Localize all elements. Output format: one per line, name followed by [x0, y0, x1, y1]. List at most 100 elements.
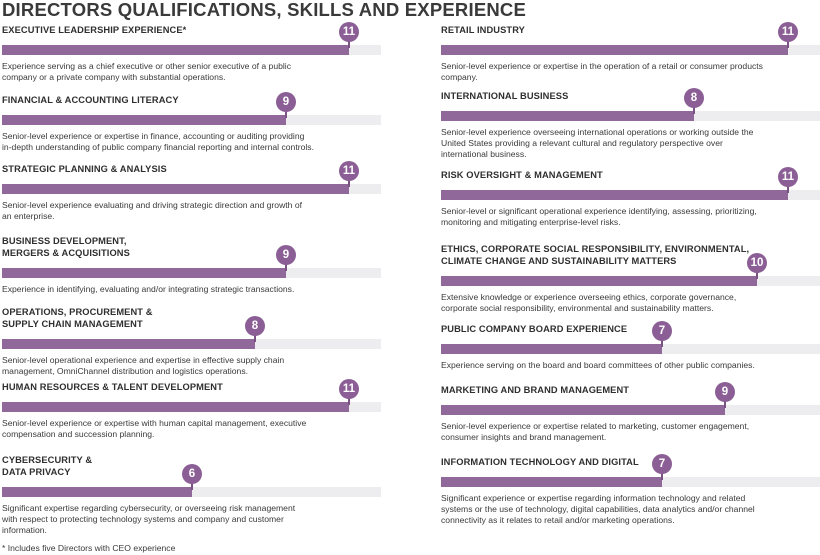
- bar: [441, 45, 788, 55]
- skill-title: INFORMATION TECHNOLOGY AND DIGITAL: [441, 457, 639, 467]
- description-line: compensation and succession planning.: [2, 429, 155, 439]
- description-line: information.: [2, 525, 47, 535]
- description-line: Extensive knowledge or experience overse…: [441, 292, 737, 302]
- skill-title: CYBERSECURITY &: [2, 455, 93, 465]
- description-line: Senior-level experience or expertise wit…: [2, 418, 307, 428]
- skill-description: Extensive knowledge or experience overse…: [441, 292, 817, 314]
- marker-stem: [285, 109, 287, 118]
- footnote: * Includes five Directors with CEO exper…: [2, 543, 176, 553]
- skill-title: STRATEGIC PLANNING & ANALYSIS: [2, 164, 167, 174]
- bar: [2, 268, 286, 278]
- skill-description: Senior-level or significant operational …: [441, 206, 817, 228]
- description-line: in-depth understanding of public company…: [2, 142, 314, 152]
- bar: [2, 115, 286, 125]
- description-line: Experience in identifying, evaluating an…: [2, 284, 295, 294]
- bar-track: [2, 184, 381, 194]
- bar: [441, 344, 662, 354]
- description-line: company.: [441, 72, 478, 82]
- description-line: company or a private company with substa…: [2, 72, 226, 82]
- bar-track: [2, 268, 381, 278]
- description-line: international business.: [441, 149, 527, 159]
- skill-description: Senior-level experience or expertise in …: [441, 61, 817, 83]
- skill-title: INTERNATIONAL BUSINESS: [441, 91, 569, 101]
- page-title: DIRECTORS QUALIFICATIONS, SKILLS AND EXP…: [2, 0, 527, 20]
- description-line: connectivity as it relates to retail and…: [441, 515, 675, 525]
- bar-track: [441, 45, 820, 55]
- value-label: 10: [747, 253, 767, 273]
- marker-stem: [787, 184, 789, 193]
- description-line: Senior-level experience overseeing inter…: [441, 127, 754, 137]
- skill-title: MARKETING AND BRAND MANAGEMENT: [441, 385, 630, 395]
- marker-stem: [661, 338, 663, 347]
- value-label: 7: [652, 454, 672, 474]
- marker-stem: [191, 481, 193, 490]
- skill-description: Experience serving as a chief executive …: [2, 61, 378, 83]
- skill-title: SUPPLY CHAIN MANAGEMENT: [2, 319, 143, 329]
- skill-description: Senior-level experience evaluating and d…: [2, 200, 378, 222]
- marker-stem: [254, 333, 256, 342]
- bar-track: [2, 115, 381, 125]
- bar-track: [2, 487, 381, 497]
- skill-title: OPERATIONS, PROCUREMENT &: [2, 307, 153, 317]
- value-label: 11: [339, 161, 359, 181]
- bar: [441, 477, 662, 487]
- description-line: Senior-level experience or expertise rel…: [441, 421, 750, 431]
- value-label: 7: [652, 321, 672, 341]
- bar-track: [2, 402, 381, 412]
- value-label: 8: [245, 316, 265, 336]
- description-line: Senior-level experience or expertise in …: [2, 131, 305, 141]
- skill-title: RETAIL INDUSTRY: [441, 25, 525, 35]
- bar: [2, 402, 349, 412]
- description-line: United States providing a relevant cultu…: [441, 138, 723, 148]
- skill-description: Significant experience or expertise rega…: [441, 493, 817, 526]
- value-label: 11: [778, 22, 798, 42]
- bar-track: [2, 339, 381, 349]
- bar-track: [441, 276, 820, 286]
- skill-title: RISK OVERSIGHT & MANAGEMENT: [441, 170, 603, 180]
- bar: [2, 487, 192, 497]
- description-line: consumer insights and brand management.: [441, 432, 607, 442]
- skill-title: MERGERS & ACQUISITIONS: [2, 248, 130, 258]
- skill-description: Senior-level experience or expertise rel…: [441, 421, 817, 443]
- description-line: Senior-level experience evaluating and d…: [2, 200, 303, 210]
- marker-stem: [724, 399, 726, 408]
- marker-stem: [348, 178, 350, 187]
- bar-track: [441, 344, 820, 354]
- marker-stem: [787, 39, 789, 48]
- description-line: systems or the use of technology, digita…: [441, 504, 755, 514]
- value-label: 6: [182, 464, 202, 484]
- skill-title: FINANCIAL & ACCOUNTING LITERACY: [2, 95, 179, 105]
- description-line: monitoring and mitigating enterprise-lev…: [441, 217, 621, 227]
- value-label: 11: [778, 167, 798, 187]
- bar-track: [441, 405, 820, 415]
- marker-stem: [661, 471, 663, 480]
- bar: [2, 45, 349, 55]
- skill-title: BUSINESS DEVELOPMENT,: [2, 236, 127, 246]
- skill-description: Senior-level experience overseeing inter…: [441, 127, 817, 160]
- marker-stem: [285, 262, 287, 271]
- bar-track: [2, 45, 381, 55]
- marker-stem: [756, 270, 758, 279]
- skill-description: Senior-level experience or expertise wit…: [2, 418, 378, 440]
- description-line: Significant experience or expertise rega…: [441, 493, 746, 503]
- value-label: 8: [684, 88, 704, 108]
- description-line: corporate social responsibility, environ…: [441, 303, 714, 313]
- marker-stem: [348, 396, 350, 405]
- bar: [2, 184, 349, 194]
- skill-title: HUMAN RESOURCES & TALENT DEVELOPMENT: [2, 382, 223, 392]
- marker-stem: [693, 105, 695, 114]
- value-label: 9: [276, 92, 296, 112]
- skill-title: ETHICS, CORPORATE SOCIAL RESPONSIBILITY,…: [441, 244, 750, 254]
- description-line: Senior-level experience or expertise in …: [441, 61, 763, 71]
- description-line: an enterprise.: [2, 211, 55, 221]
- skill-title: DATA PRIVACY: [2, 467, 71, 477]
- value-label: 9: [276, 245, 296, 265]
- value-label: 9: [715, 382, 735, 402]
- bar: [441, 111, 694, 121]
- description-line: Senior-level or significant operational …: [441, 206, 757, 216]
- description-line: Significant expertise regarding cybersec…: [2, 503, 296, 513]
- description-line: Senior-level operational experience and …: [2, 355, 285, 365]
- bar-track: [441, 190, 820, 200]
- bar-track: [441, 477, 820, 487]
- skill-title: EXECUTIVE LEADERSHIP EXPERIENCE*: [2, 25, 187, 35]
